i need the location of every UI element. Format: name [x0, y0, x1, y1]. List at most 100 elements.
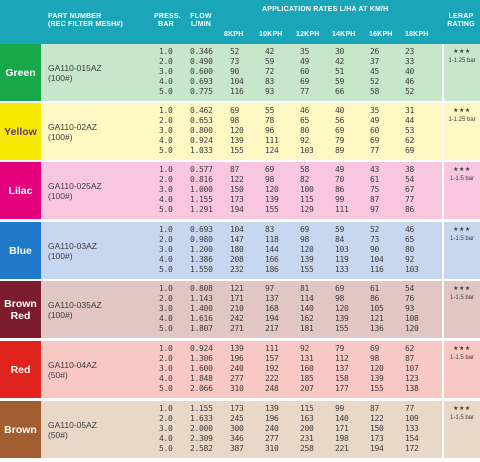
table-cell: 4.0	[159, 77, 173, 86]
table-cell: 30	[335, 47, 345, 56]
rate-column: 77 109 133 154 172	[405, 404, 419, 454]
table-cell: 61	[370, 175, 380, 184]
table-cell: 1.155	[190, 195, 213, 204]
table-cell: 53	[405, 126, 415, 135]
table-cell: 3.0	[159, 424, 173, 433]
table-cell: 3.0	[159, 126, 173, 135]
table-cell: 70	[335, 175, 345, 184]
table-cell: 2.000	[190, 424, 213, 433]
table-cell: 76	[405, 294, 415, 303]
table-cell: 157	[265, 354, 279, 363]
table-cell: 173	[230, 404, 244, 413]
rate-column: 87 122 150 173 194	[370, 404, 384, 454]
table-cell: 54	[405, 284, 415, 293]
star-rating-icon: ★★★	[453, 167, 471, 173]
table-cell: 81	[300, 284, 310, 293]
table-cell: 120	[300, 245, 314, 254]
table-cell: 171	[335, 424, 349, 433]
table-cell: 104	[230, 77, 244, 86]
table-cell: 217	[265, 324, 279, 333]
rate-column: 69 98 120 139 155	[370, 344, 384, 394]
table-cell: 173	[230, 195, 244, 204]
table-cell: 1.155	[190, 404, 213, 413]
rate-column: 59 84 103 119 133	[335, 225, 349, 275]
rate-column: 111 157 192 222 248	[265, 344, 279, 394]
table-cell: 79	[335, 344, 345, 353]
rate-column: 121 171 210 242 271	[230, 284, 244, 334]
table-cell: 139	[265, 404, 279, 413]
table-cell: 98	[265, 175, 275, 184]
table-cell: 137	[335, 364, 349, 373]
table-cell: 1.600	[190, 364, 213, 373]
star-rating-icon: ★★★	[453, 227, 471, 233]
table-cell: 89	[335, 146, 345, 155]
table-cell: 155	[300, 265, 314, 274]
table-cell: 93	[405, 304, 415, 313]
table-cell: 1.633	[190, 414, 213, 423]
table-cell: 194	[265, 314, 279, 323]
table-cell: 114	[300, 294, 314, 303]
header-speed-8: 8KPH	[224, 31, 244, 38]
table-cell: 192	[265, 364, 279, 373]
table-cell: 52	[230, 47, 240, 56]
table-cell: 258	[300, 444, 314, 453]
table-cell: 245	[230, 414, 244, 423]
table-cell: 155	[335, 324, 349, 333]
table-cell: 77	[405, 404, 415, 413]
table-cell: 23	[405, 47, 415, 56]
table-cell: 137	[265, 294, 279, 303]
table-cell: 0.980	[190, 235, 213, 244]
table-cell: 1.0	[159, 344, 173, 353]
table-cell: 1.0	[159, 404, 173, 413]
table-cell: 5.0	[159, 444, 173, 453]
header-speed-10: 10KPH	[259, 31, 283, 38]
table-cell: 92	[300, 136, 310, 145]
filter-mesh: (100#)	[48, 251, 73, 261]
pressure-column: 1.0 2.0 3.0 4.0 5.0	[159, 106, 173, 156]
table-cell: 58	[300, 165, 310, 174]
table-cell: 112	[335, 354, 349, 363]
group-row-background	[41, 162, 442, 219]
table-cell: 96	[265, 126, 275, 135]
lerap-rating-cell: ★★★ 1-1.5 bar	[444, 162, 480, 219]
table-cell: 171	[230, 294, 244, 303]
table-cell: 194	[230, 205, 244, 214]
rate-column: 23 33 40 46 52	[405, 47, 414, 97]
table-cell: 1.143	[190, 294, 213, 303]
table-cell: 69	[370, 136, 380, 145]
rate-column: 35 49 60 69 77	[370, 106, 379, 156]
part-number: GA110-035AZ (100#)	[48, 300, 102, 320]
table-cell: 163	[300, 414, 314, 423]
rate-column: 173 245 300 346 387	[230, 404, 244, 454]
part-code: GA110-03AZ	[48, 241, 97, 251]
part-number: GA110-015AZ (100#)	[48, 63, 102, 83]
table-cell: 120	[265, 185, 279, 194]
table-cell: 0.816	[190, 175, 213, 184]
table-cell: 139	[335, 314, 349, 323]
flow-column: 1.155 1.633 2.000 2.309 2.582	[190, 404, 213, 454]
table-cell: 56	[335, 116, 345, 125]
table-cell: 42	[335, 57, 345, 66]
rate-column: 26 37 45 52 58	[370, 47, 379, 97]
pressure-column: 1.0 2.0 3.0 4.0 5.0	[159, 47, 173, 97]
star-rating-icon: ★★★	[453, 108, 471, 114]
table-cell: 46	[300, 106, 310, 115]
rate-column: 46 65 80 92 103	[300, 106, 314, 156]
table-cell: 139	[300, 255, 314, 264]
flow-column: 0.577 0.816 1.000 1.155 1.291	[190, 165, 213, 215]
table-cell: 0.693	[190, 77, 213, 86]
table-cell: 207	[300, 384, 314, 393]
group-row-background	[41, 222, 442, 279]
table-cell: 1.200	[190, 245, 213, 254]
pressure-column: 1.0 2.0 3.0 4.0 5.0	[159, 225, 173, 275]
lerap-rating-cell: ★★★ 1-1.5 bar	[444, 341, 480, 398]
table-cell: 69	[230, 106, 240, 115]
group-row-background	[41, 103, 442, 160]
table-cell: 51	[335, 67, 345, 76]
nozzle-group: Yellow ★★★ 1-1.25 bar GA110-02AZ (100#) 1.0 2.…	[0, 103, 480, 160]
part-code: GA110-015AZ	[48, 63, 102, 73]
table-cell: 69	[335, 126, 345, 135]
table-cell: 1.848	[190, 374, 213, 383]
table-cell: 198	[335, 434, 349, 443]
table-cell: 210	[230, 304, 244, 313]
